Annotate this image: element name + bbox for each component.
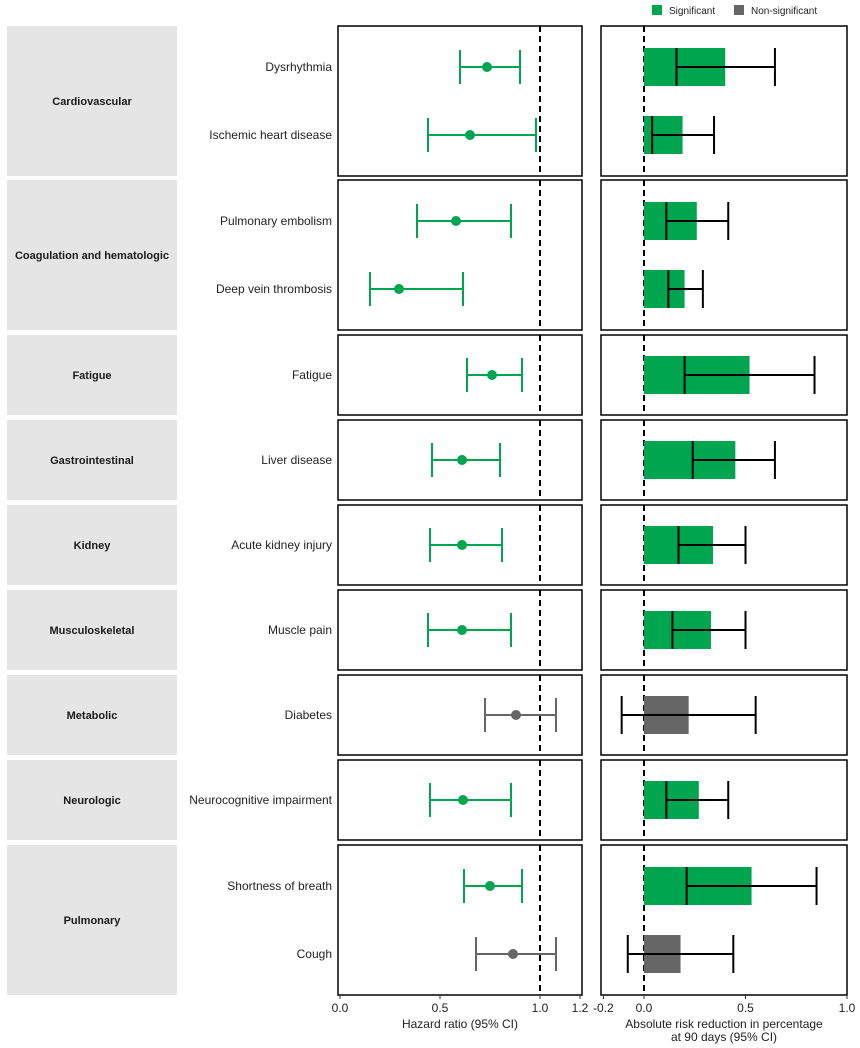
hr-tick-label: 1.0: [532, 1001, 549, 1015]
outcome-label: Acute kidney injury: [231, 538, 332, 552]
outcome-label: Diabetes: [285, 708, 332, 722]
hr-panel: [337, 179, 583, 331]
arr-tick-label: 1.0: [839, 1001, 856, 1015]
hr-point: [457, 625, 467, 635]
arr-tick-label: 0.5: [737, 1001, 754, 1015]
hr-panel: [337, 844, 583, 996]
outcome-label: Ischemic heart disease: [209, 128, 332, 142]
outcome-label: Muscle pain: [268, 623, 332, 637]
facet-strip: [7, 26, 177, 176]
facet-label: Kidney: [74, 540, 112, 552]
outcome-label: Dysrhythmia: [265, 60, 332, 74]
outcome-label: Deep vein thrombosis: [216, 282, 332, 296]
legend-label: Non-significant: [751, 6, 817, 17]
hr-point: [482, 62, 492, 72]
facet-strip: [7, 420, 177, 500]
hr-point: [458, 795, 468, 805]
facet-label: Neurologic: [63, 795, 120, 807]
facet-label: Cardiovascular: [52, 96, 132, 108]
hr-point: [487, 370, 497, 380]
legend-label: Significant: [669, 6, 715, 17]
hr-point: [394, 284, 404, 294]
legend-swatch: [652, 5, 662, 15]
facet-strip: [7, 505, 177, 585]
legend-swatch: [734, 5, 744, 15]
hr-tick-label: 0.5: [432, 1001, 449, 1015]
facet-strip: [7, 335, 177, 415]
arr-panel: [600, 179, 848, 331]
outcome-label: Neurocognitive impairment: [189, 793, 332, 807]
arr-axis-title: Absolute risk reduction in percentage: [625, 1017, 823, 1031]
facet-label: Metabolic: [67, 710, 118, 722]
facet-label: Gastrointestinal: [50, 455, 134, 467]
hr-point: [485, 881, 495, 891]
hr-panel: [337, 334, 583, 416]
hr-point: [457, 540, 467, 550]
hr-point: [451, 216, 461, 226]
hr-axis-title: Hazard ratio (95% CI): [402, 1017, 518, 1031]
outcome-label: Shortness of breath: [227, 879, 332, 893]
hr-point: [511, 710, 521, 720]
outcome-label: Fatigue: [292, 368, 332, 382]
outcome-label: Pulmonary embolism: [220, 214, 332, 228]
facet-strip: [7, 590, 177, 670]
facet-label: Musculoskeletal: [50, 625, 135, 637]
hr-point: [465, 130, 475, 140]
facet-label: Pulmonary: [64, 915, 122, 927]
arr-panel: [600, 589, 848, 671]
outcome-label: Cough: [297, 947, 332, 961]
facet-strip: [7, 845, 177, 995]
arr-tick-label: 0.0: [636, 1001, 653, 1015]
arr-axis-title: at 90 days (95% CI): [671, 1030, 777, 1044]
facet-label: Fatigue: [72, 370, 111, 382]
outcome-label: Liver disease: [261, 453, 332, 467]
arr-tick-label: -0.2: [593, 1001, 614, 1015]
hr-point: [457, 455, 467, 465]
facet-strip: [7, 675, 177, 755]
hr-panel: [337, 25, 583, 177]
facet-label: Coagulation and hematologic: [15, 250, 169, 262]
hr-tick-label: 1.2: [572, 1001, 589, 1015]
facet-strip: [7, 180, 177, 330]
hr-tick-label: 0.0: [332, 1001, 349, 1015]
hr-point: [508, 949, 518, 959]
facet-strip: [7, 760, 177, 840]
